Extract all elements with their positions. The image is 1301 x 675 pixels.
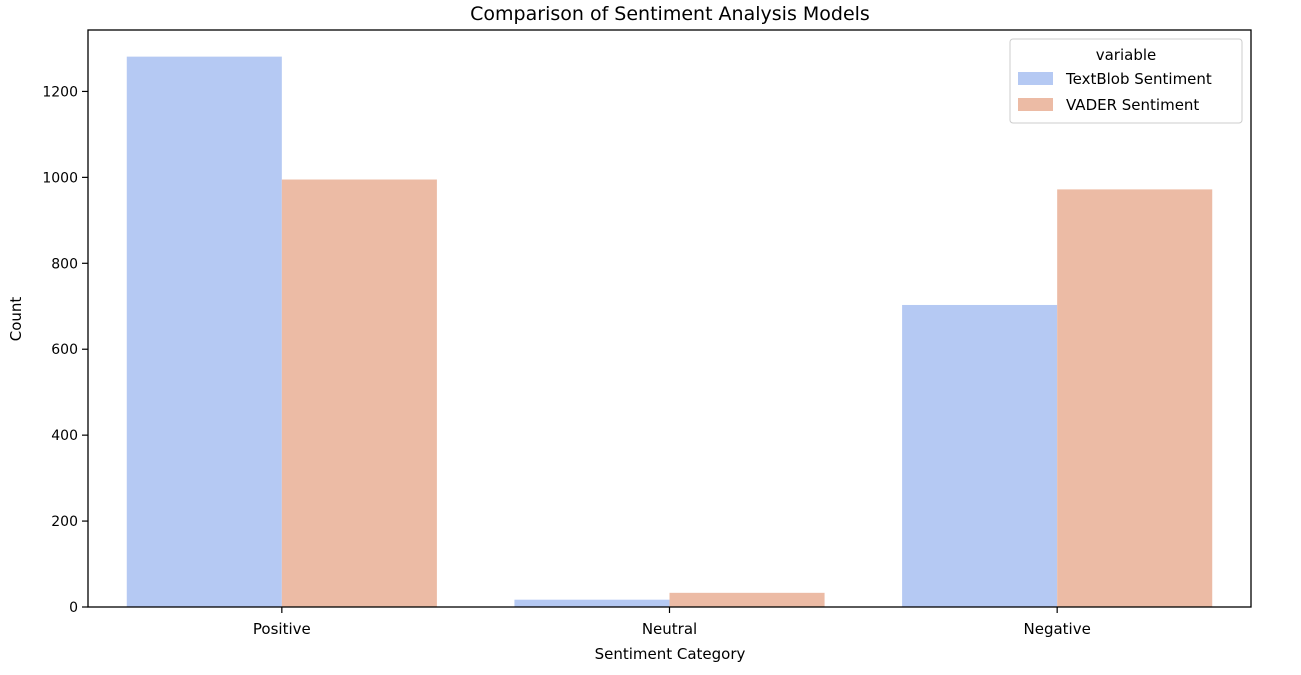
y-tick-label: 600 <box>51 342 78 358</box>
y-tick-label: 200 <box>51 514 78 530</box>
y-tick-label: 400 <box>51 428 78 444</box>
chart-title: Comparison of Sentiment Analysis Models <box>470 3 870 25</box>
bars-group <box>126 56 1213 607</box>
bar-textblob-sentiment-negative <box>902 304 1058 607</box>
legend-title: variable <box>1096 46 1157 64</box>
y-axis-label: Count <box>7 297 25 342</box>
legend-swatch <box>1018 72 1053 85</box>
legend-entry-label: VADER Sentiment <box>1066 96 1199 114</box>
legend-swatch <box>1018 98 1053 111</box>
legend: variable TextBlob Sentiment VADER Sentime… <box>1009 38 1243 124</box>
bar-vader-sentiment-neutral <box>669 592 825 607</box>
y-tick-label: 800 <box>51 256 78 272</box>
bar-vader-sentiment-negative <box>1057 189 1213 607</box>
y-tick-label: 1000 <box>42 170 78 186</box>
x-tick-label: Negative <box>1024 620 1091 638</box>
y-tick-label: 1200 <box>42 84 78 100</box>
x-axis: Positive Neutral Negative <box>253 607 1091 638</box>
x-axis-label: Sentiment Category <box>595 645 746 663</box>
bar-textblob-sentiment-neutral <box>514 599 670 607</box>
y-axis: 0 200 400 600 800 1000 1200 <box>42 84 88 616</box>
legend-entry-label: TextBlob Sentiment <box>1065 70 1212 88</box>
bar-textblob-sentiment-positive <box>126 56 282 607</box>
x-tick-label: Neutral <box>642 620 697 638</box>
x-tick-label: Positive <box>253 620 311 638</box>
bar-vader-sentiment-positive <box>281 179 437 607</box>
y-tick-label: 0 <box>69 600 78 616</box>
legend-frame <box>1009 38 1243 124</box>
